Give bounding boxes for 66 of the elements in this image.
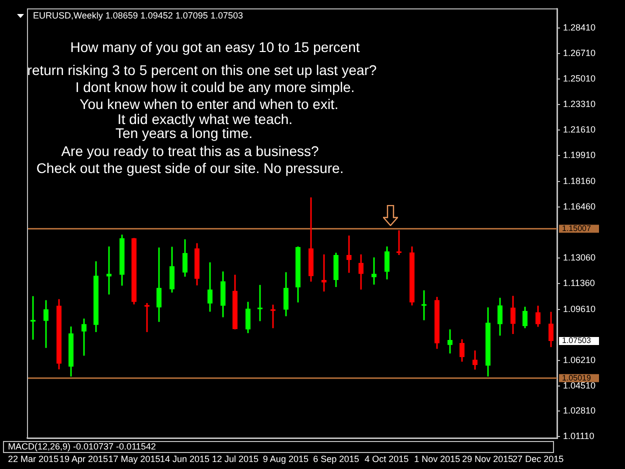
candlestick (358, 254, 364, 290)
text: MACD(12,26,9) -0.010737 -0.011542 (8, 441, 156, 452)
candlestick (536, 304, 540, 328)
candlestick (82, 318, 86, 356)
y-tick-label: 1.19910 (563, 150, 596, 160)
annotation: I dont know how it could be any more simple. (75, 78, 355, 95)
x-tick-label: 6 Sep 2015 (313, 454, 360, 464)
x-tick-label: 29 Nov 2015 (462, 454, 514, 464)
candlestick (208, 262, 212, 312)
ref-line-label: 1.15007 (562, 224, 592, 233)
x-tick-label: 14 Jun 2015 (160, 454, 210, 464)
candlestick (498, 297, 502, 336)
candlestick (106, 246, 112, 296)
candlestick (182, 238, 188, 278)
y-tick-label: 1.18160 (563, 176, 596, 186)
annotation: How many of you got an easy 10 to 15 percent (70, 38, 360, 55)
y-tick-label: 1.11360 (563, 278, 595, 288)
candlestick (270, 304, 276, 329)
annotation: return risking 3 to 5 percent on this one set up last year? (27, 62, 377, 78)
x-tick-label: 22 Mar 2015 (8, 454, 59, 464)
y-tick-label: 1.26710 (563, 48, 596, 58)
x-tick-label: 19 Apr 2015 (60, 454, 108, 464)
candlestick (460, 338, 464, 362)
annotation: Check out the guest side of our site. No pressure. (36, 160, 344, 176)
candlestick (346, 234, 352, 274)
candlestick (322, 254, 326, 292)
candlestick (548, 311, 554, 348)
chart-title: EURUSD,Weekly 1.08659 1.09452 1.07095 1.07503 (32, 10, 243, 20)
annotation: Are you ready to treat this as a business? (61, 142, 319, 159)
x-tick-label: 9 Aug 2015 (262, 454, 308, 464)
annotation: It did exactly what we teach. (117, 110, 293, 127)
candlestick (170, 246, 174, 294)
candlestick (44, 299, 48, 349)
candlestick (258, 284, 262, 322)
candlestick (156, 246, 162, 323)
candlestick (422, 290, 426, 321)
candlestick (522, 306, 528, 329)
candlestick (30, 295, 36, 340)
y-tick-label: 1.25010 (563, 74, 596, 84)
candlestick (144, 302, 150, 333)
y-tick-label: 1.06210 (563, 354, 596, 365)
candlestick (372, 256, 376, 286)
x-tick-label: 12 Jul 2015 (212, 454, 258, 464)
y-tick-label: 1.16460 (563, 201, 596, 212)
candlestick (472, 350, 478, 370)
x-tick-label: 4 Oct 2015 (364, 454, 409, 464)
candlestick (384, 246, 390, 280)
x-tick-label: 17 May 2015 (108, 454, 160, 464)
x-tick-label: 1 Nov 2015 (414, 454, 460, 464)
y-tick-label: 1.13060 (563, 252, 596, 262)
candlestick (510, 295, 516, 335)
candlestick (396, 230, 402, 256)
y-tick-label: 1.28410 (563, 22, 596, 33)
candlestick (284, 271, 288, 317)
annotation: You knew when to enter and when to exit. (80, 96, 338, 112)
ref-line-label: 1.05019 (562, 373, 592, 382)
candlestick (448, 328, 452, 354)
y-tick-label: 1.09610 (563, 304, 596, 314)
y-tick-label: 1.21610 (563, 124, 596, 134)
y-tick-label: 1.04510 (563, 380, 596, 390)
y-tick-label: 1.23310 (563, 98, 596, 109)
y-tick-label: 1.02810 (563, 406, 596, 416)
x-tick-label: 27 Dec 2015 (512, 454, 564, 464)
y-tick-label: 1.01110 (563, 431, 594, 442)
candlestick (246, 301, 250, 334)
text: 1.07503 (562, 336, 592, 346)
